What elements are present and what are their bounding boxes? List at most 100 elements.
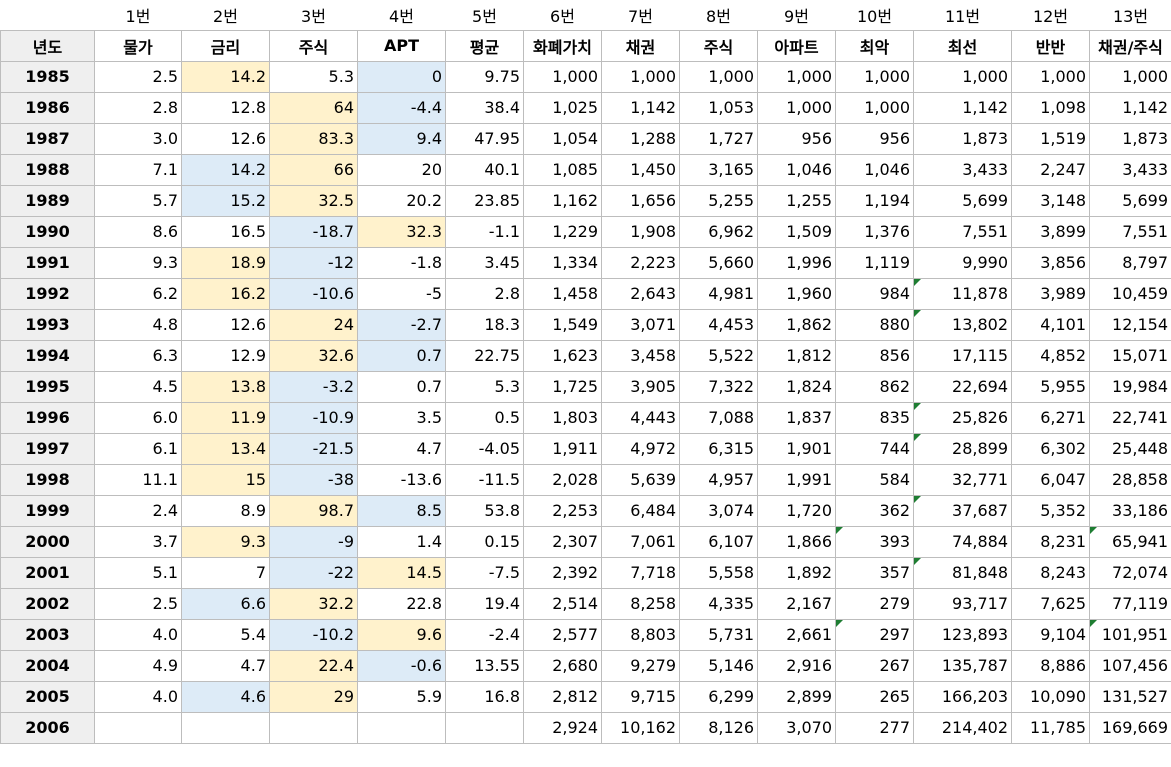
value-cell[interactable]: 28,899	[913, 432, 1012, 465]
value-cell[interactable]: 5,255	[679, 184, 758, 217]
year-cell[interactable]: 1997	[0, 432, 95, 465]
value-cell[interactable]	[94, 711, 182, 744]
value-cell[interactable]: 1,458	[523, 277, 602, 310]
year-cell[interactable]: 1996	[0, 401, 95, 434]
value-cell[interactable]: 3.7	[94, 525, 182, 558]
value-cell[interactable]: -38	[269, 463, 358, 496]
value-cell[interactable]: 14.2	[181, 153, 270, 186]
value-cell[interactable]: 6,302	[1011, 432, 1090, 465]
value-cell[interactable]: 1,519	[1011, 122, 1090, 155]
value-cell[interactable]: 7,061	[601, 525, 680, 558]
value-cell[interactable]: 5,699	[913, 184, 1012, 217]
value-cell[interactable]: 1,862	[757, 308, 836, 341]
value-cell[interactable]: 4.8	[94, 308, 182, 341]
value-cell[interactable]: 77,119	[1089, 587, 1171, 620]
value-cell[interactable]: 2.4	[94, 494, 182, 527]
value-cell[interactable]: -10.2	[269, 618, 358, 651]
value-cell[interactable]: 12.6	[181, 308, 270, 341]
year-cell[interactable]: 2004	[0, 649, 95, 682]
value-cell[interactable]: 32,771	[913, 463, 1012, 496]
value-cell[interactable]: 1,000	[835, 60, 914, 93]
header-cell[interactable]: 채권	[601, 29, 680, 62]
value-cell[interactable]: 1,873	[1089, 122, 1171, 155]
value-cell[interactable]: 1,812	[757, 339, 836, 372]
value-cell[interactable]: -7.5	[445, 556, 524, 589]
value-cell[interactable]	[181, 711, 270, 744]
value-cell[interactable]: 13.55	[445, 649, 524, 682]
value-cell[interactable]: -2.7	[357, 308, 446, 341]
value-cell[interactable]: 1,194	[835, 184, 914, 217]
value-cell[interactable]: 98.7	[269, 494, 358, 527]
value-cell[interactable]: 20	[357, 153, 446, 186]
value-cell[interactable]: 107,456	[1089, 649, 1171, 682]
value-cell[interactable]: -22	[269, 556, 358, 589]
value-cell[interactable]: -21.5	[269, 432, 358, 465]
value-cell[interactable]: 32.3	[357, 215, 446, 248]
value-cell[interactable]: 5,352	[1011, 494, 1090, 527]
value-cell[interactable]: 1,656	[601, 184, 680, 217]
value-cell[interactable]: 0.15	[445, 525, 524, 558]
value-cell[interactable]: 5,146	[679, 649, 758, 682]
value-cell[interactable]: 53.8	[445, 494, 524, 527]
value-cell[interactable]: -4.4	[357, 91, 446, 124]
value-cell[interactable]: 12.6	[181, 122, 270, 155]
header-cell[interactable]: 화폐가치	[523, 29, 602, 62]
header-cell[interactable]: 년도	[0, 29, 95, 62]
value-cell[interactable]: 1,119	[835, 246, 914, 279]
value-cell[interactable]: 3.45	[445, 246, 524, 279]
value-cell[interactable]: 1,892	[757, 556, 836, 589]
value-cell[interactable]: 23.85	[445, 184, 524, 217]
value-cell[interactable]: 101,951	[1089, 618, 1171, 651]
value-cell[interactable]: 2,247	[1011, 153, 1090, 186]
value-cell[interactable]: 7.1	[94, 153, 182, 186]
value-cell[interactable]: 393	[835, 525, 914, 558]
value-cell[interactable]: 6,962	[679, 215, 758, 248]
value-cell[interactable]: 7,551	[913, 215, 1012, 248]
header-cell[interactable]: 평균	[445, 29, 524, 62]
value-cell[interactable]: 5.9	[357, 680, 446, 713]
year-cell[interactable]: 2002	[0, 587, 95, 620]
value-cell[interactable]: 1,046	[757, 153, 836, 186]
value-cell[interactable]: 47.95	[445, 122, 524, 155]
value-cell[interactable]: 22.75	[445, 339, 524, 372]
value-cell[interactable]: -3.2	[269, 370, 358, 403]
value-cell[interactable]: 5,522	[679, 339, 758, 372]
value-cell[interactable]: 1,866	[757, 525, 836, 558]
header-cell[interactable]: 최선	[913, 29, 1012, 62]
value-cell[interactable]: 984	[835, 277, 914, 310]
value-cell[interactable]: -13.6	[357, 463, 446, 496]
value-cell[interactable]: 166,203	[913, 680, 1012, 713]
value-cell[interactable]: 744	[835, 432, 914, 465]
year-cell[interactable]: 1998	[0, 463, 95, 496]
value-cell[interactable]: 8.5	[357, 494, 446, 527]
value-cell[interactable]: 13.4	[181, 432, 270, 465]
value-cell[interactable]: 5,699	[1089, 184, 1171, 217]
value-cell[interactable]: 11.1	[94, 463, 182, 496]
value-cell[interactable]: 6,107	[679, 525, 758, 558]
value-cell[interactable]: 1,142	[913, 91, 1012, 124]
value-cell[interactable]: 1,509	[757, 215, 836, 248]
value-cell[interactable]: 1,376	[835, 215, 914, 248]
value-cell[interactable]: 9,279	[601, 649, 680, 682]
value-cell[interactable]: 1,725	[523, 370, 602, 403]
value-cell[interactable]: 1,000	[679, 60, 758, 93]
value-cell[interactable]: 10,162	[601, 711, 680, 744]
value-cell[interactable]: 1,996	[757, 246, 836, 279]
value-cell[interactable]: 6.1	[94, 432, 182, 465]
value-cell[interactable]: 14.2	[181, 60, 270, 93]
year-cell[interactable]: 2006	[0, 711, 95, 744]
value-cell[interactable]: 6,047	[1011, 463, 1090, 496]
value-cell[interactable]: 4.7	[181, 649, 270, 682]
value-cell[interactable]: 2,661	[757, 618, 836, 651]
value-cell[interactable]: 1,824	[757, 370, 836, 403]
header-cell[interactable]: 주식	[679, 29, 758, 62]
value-cell[interactable]: 9.75	[445, 60, 524, 93]
value-cell[interactable]: 1,000	[757, 91, 836, 124]
value-cell[interactable]: 2.8	[94, 91, 182, 124]
value-cell[interactable]: 32.5	[269, 184, 358, 217]
value-cell[interactable]: -1.1	[445, 215, 524, 248]
value-cell[interactable]: 8,886	[1011, 649, 1090, 682]
value-cell[interactable]: 3,433	[1089, 153, 1171, 186]
value-cell[interactable]: 74,884	[913, 525, 1012, 558]
value-cell[interactable]: 2,812	[523, 680, 602, 713]
